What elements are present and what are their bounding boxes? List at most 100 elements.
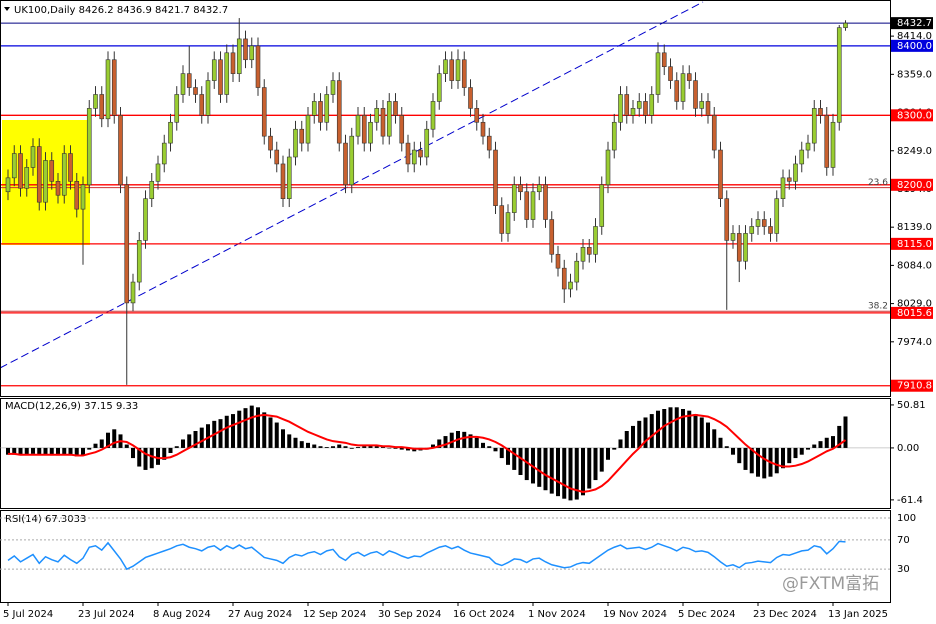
candle-body (774, 198, 780, 234)
macd-bar (662, 409, 667, 448)
y-tick-label: 8359.0 (897, 69, 932, 80)
candle-body (205, 80, 211, 116)
macd-bar (756, 447, 760, 477)
macd-bar (324, 447, 329, 448)
macd-bar (799, 447, 804, 455)
high: 8436.9 (117, 5, 152, 16)
macd-bar (406, 447, 410, 451)
fib-label: 38.2 (868, 302, 888, 312)
macd-bar (62, 447, 67, 455)
candle-body (61, 153, 67, 196)
rsi-name: RSI(14) (5, 514, 42, 525)
candle-body (524, 191, 530, 220)
candle-body (286, 156, 292, 199)
macd-bar (231, 414, 235, 448)
macd-bar (87, 447, 92, 450)
macd-bar (381, 447, 385, 448)
macd-bar (262, 412, 267, 448)
candle-body (668, 66, 673, 81)
candle-body (518, 184, 523, 193)
macd-bar (499, 447, 504, 459)
macd-tick-label: 0.00 (897, 443, 919, 454)
candle-body (305, 115, 311, 144)
macd-bar (199, 427, 204, 448)
candle-body (686, 73, 692, 81)
macd-bar (693, 414, 698, 448)
macd-bar (437, 439, 442, 448)
macd-bar (174, 446, 179, 448)
macd-bar (512, 447, 517, 470)
rsi-tick-label: 70 (897, 535, 910, 546)
open: 8426.2 (79, 5, 114, 16)
candle-body (555, 253, 561, 269)
macd-bar (299, 441, 304, 448)
candle-body (230, 52, 236, 74)
macd-bar (24, 447, 29, 455)
rsi-frame (0, 510, 891, 603)
macd-bar (218, 419, 223, 448)
candle-body (705, 101, 711, 116)
menu-arrow (4, 7, 10, 11)
x-tick-label: 12 Sep 2024 (303, 609, 366, 620)
candle-body (499, 205, 505, 234)
macd-bar (449, 432, 454, 448)
y-tick-label: 8414.0 (897, 31, 932, 42)
macd-bar (524, 447, 529, 481)
macd-bar (468, 434, 473, 448)
macd-bar (74, 447, 79, 457)
candle-body (830, 121, 836, 168)
candle-body (455, 59, 461, 81)
macd-bar (749, 447, 754, 474)
candle-body (649, 94, 655, 116)
macd-bar (631, 425, 635, 448)
candle-body (74, 181, 80, 210)
candle-body (68, 153, 73, 182)
candle-body (836, 27, 842, 123)
y-tick-label: 8249.0 (897, 146, 932, 157)
candle-body (380, 108, 386, 137)
macd-bar (762, 447, 767, 479)
x-tick-label: 19 Nov 2024 (603, 609, 667, 620)
macd-bar (106, 432, 110, 448)
candle-body (749, 226, 755, 234)
macd-name: MACD(12,26,9) (5, 401, 81, 412)
level-tag (891, 237, 933, 250)
macd-bar (649, 414, 654, 448)
macd-bar (624, 431, 629, 448)
symbol: UK100,Daily (14, 5, 76, 16)
macd-header: MACD(12,26,9) 37.15 9.33 (5, 401, 138, 412)
macd-bar (562, 447, 567, 499)
macd-bar (356, 447, 360, 448)
candle-body (486, 135, 492, 151)
price-tag (891, 17, 933, 30)
candle-body (843, 22, 848, 28)
macd-bar (568, 447, 573, 501)
macd-bar (687, 410, 692, 448)
candle-body (224, 52, 230, 95)
main-frame (0, 0, 891, 397)
macd-bar (99, 439, 104, 448)
low: 8421.7 (155, 5, 190, 16)
macd-bar (393, 447, 398, 449)
x-tick-label: 13 Jan 2025 (828, 609, 888, 620)
candle-body (49, 160, 55, 182)
candle-body (311, 101, 317, 116)
macd-frame (0, 398, 891, 509)
candle-body (474, 108, 480, 123)
macd-bar (549, 447, 554, 494)
macd-bar (474, 437, 479, 448)
rsi-header: RSI(14) 67.3033 (5, 514, 86, 525)
macd-bar (718, 437, 723, 448)
x-tick-label: 16 Oct 2024 (453, 609, 515, 620)
candle-body (336, 80, 342, 144)
macd-bar (368, 445, 373, 448)
macd-bar (318, 446, 323, 448)
macd-bar (293, 437, 298, 448)
candle-body (293, 128, 298, 158)
candle-body (424, 128, 430, 158)
candle-body (468, 87, 473, 109)
macd-bar (724, 446, 729, 448)
candle-body (86, 108, 92, 186)
level-tag (891, 306, 933, 319)
candle-body (418, 149, 423, 158)
